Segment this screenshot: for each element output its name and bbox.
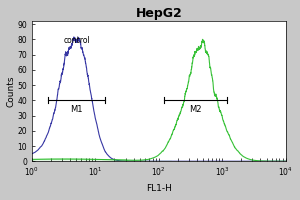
Text: control: control <box>64 36 90 45</box>
Text: M2: M2 <box>189 105 202 114</box>
Y-axis label: Counts: Counts <box>7 75 16 107</box>
Text: M1: M1 <box>70 105 82 114</box>
Title: HepG2: HepG2 <box>135 7 182 20</box>
X-axis label: FL1-H: FL1-H <box>146 184 172 193</box>
